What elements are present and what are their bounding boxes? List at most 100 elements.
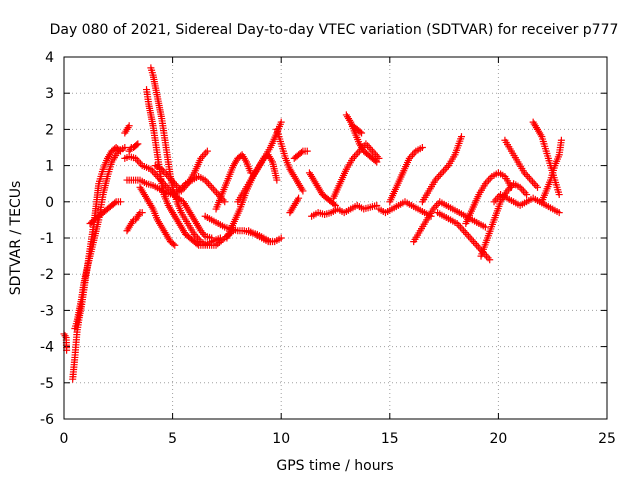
series-arc-28 (375, 198, 435, 220)
data-point (440, 167, 448, 175)
series-arc-38 (538, 136, 565, 206)
data-point (457, 133, 465, 141)
data-point (373, 201, 381, 209)
y-tick-label: 3 (45, 86, 54, 102)
data-point (277, 118, 285, 126)
series-arc-34 (477, 180, 531, 260)
y-tick-label: -2 (40, 267, 54, 283)
data-point (456, 223, 464, 231)
data-point (441, 165, 449, 173)
data-point (221, 198, 229, 206)
data-point (530, 180, 538, 188)
series-arc-19 (245, 227, 285, 246)
data-point (519, 187, 527, 195)
data-point (484, 254, 492, 262)
data-point (125, 122, 133, 130)
series-arc-04 (86, 198, 124, 228)
data-point (525, 174, 533, 182)
data-point (169, 240, 177, 248)
data-point (371, 157, 379, 165)
data-point (524, 172, 532, 180)
data-point (295, 194, 303, 202)
y-tick-label: -4 (40, 340, 54, 356)
series-arc-22 (290, 147, 311, 162)
series-arc-01 (60, 330, 71, 354)
data-point (121, 144, 129, 151)
series-arc-33 (462, 169, 515, 228)
data-point (208, 183, 216, 191)
series-arc-20 (273, 125, 307, 195)
series-arc-23 (308, 201, 381, 220)
data-point (352, 151, 360, 159)
x-tick-label: 10 (272, 431, 290, 447)
data-point (277, 234, 285, 242)
data-point (354, 149, 362, 157)
data-point (555, 191, 563, 199)
data-point (468, 236, 476, 244)
y-tick-label: 4 (45, 50, 54, 66)
data-point (206, 182, 214, 190)
series-arc-16 (212, 151, 255, 213)
data-point (481, 223, 489, 231)
x-tick-label: 25 (598, 431, 616, 447)
data-point (435, 172, 443, 180)
data-point (273, 176, 281, 184)
series-arc-31 (418, 133, 465, 206)
data-point (473, 241, 481, 249)
data-point (332, 201, 339, 209)
y-tick-labels: -6 -5 -4 -3 -2 -1 0 1 2 3 4 (40, 50, 54, 428)
data-point (485, 176, 493, 184)
data-point (211, 187, 219, 195)
series-arc-09 (125, 140, 142, 155)
data-point (356, 128, 364, 136)
series-arc-06 (123, 209, 146, 235)
data-point (373, 158, 381, 166)
data-point (471, 239, 479, 247)
data-point (463, 230, 471, 238)
data-point (133, 141, 141, 149)
series-arc-14 (169, 172, 229, 206)
series-arc-18 (234, 118, 285, 206)
series-arc-26 (342, 111, 381, 166)
data-point (365, 144, 373, 151)
x-tick-label: 0 (60, 431, 69, 447)
series-arc-12 (136, 183, 179, 249)
data-point (193, 240, 201, 248)
data-markers (60, 64, 565, 383)
data-point (461, 229, 469, 237)
y-tick-label: 2 (45, 122, 54, 138)
data-point (303, 147, 311, 155)
data-point (486, 256, 494, 264)
x-tick-labels: 0 5 10 15 20 25 (60, 431, 616, 447)
data-point (458, 225, 466, 233)
data-point (466, 234, 474, 242)
data-point (161, 169, 169, 177)
data-point (138, 209, 146, 217)
data-point (469, 238, 477, 246)
y-tick-label: -1 (40, 231, 54, 247)
grid (64, 57, 607, 419)
x-tick-label: 15 (381, 431, 399, 447)
data-point (209, 185, 217, 193)
data-point (200, 151, 208, 159)
data-point (527, 176, 535, 184)
y-tick-label: 0 (45, 195, 54, 211)
data-point (533, 183, 541, 191)
data-point (330, 200, 338, 208)
series-arc-24 (305, 169, 339, 209)
data-point (362, 140, 370, 148)
data-point (438, 169, 446, 177)
data-point (203, 147, 211, 155)
plot-frame (63, 56, 608, 420)
data-point (202, 149, 210, 157)
data-point (213, 189, 221, 197)
data-point (532, 182, 540, 190)
series-arc-25 (329, 140, 383, 202)
data-point (171, 241, 179, 249)
axis-ticks (63, 56, 608, 420)
series-arc-29 (386, 144, 426, 206)
data-point (434, 200, 442, 208)
chart-title: Day 080 of 2021, Sidereal Day-to-day VTE… (50, 22, 619, 38)
data-point (358, 129, 366, 137)
